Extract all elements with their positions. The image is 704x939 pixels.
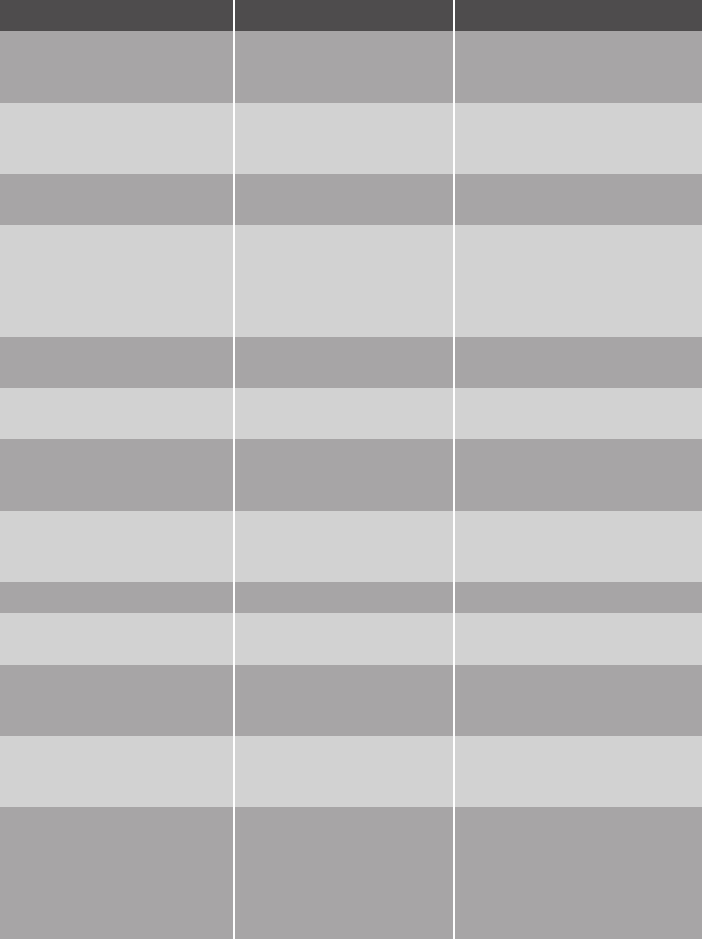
table-row: [0, 613, 702, 665]
table-cell: [235, 337, 453, 388]
table-cell: [0, 613, 233, 665]
table-cell: [0, 337, 233, 388]
table-cell: [0, 31, 233, 103]
table-cell: [235, 388, 453, 439]
table-cell: [0, 582, 233, 613]
table-cell: [455, 582, 702, 613]
header-cell: [455, 0, 702, 31]
table-cell: [235, 665, 453, 736]
table-cell: [0, 225, 233, 337]
table-row: [0, 103, 702, 174]
table-cell: [235, 174, 453, 225]
table-cell: [235, 582, 453, 613]
table-cell: [0, 388, 233, 439]
table-row: [0, 439, 702, 511]
table-cell: [235, 807, 453, 939]
table-cell: [455, 388, 702, 439]
table-row: [0, 174, 702, 225]
table-cell: [235, 225, 453, 337]
table-cell: [455, 807, 702, 939]
table-row: [0, 225, 702, 337]
table-cell: [455, 665, 702, 736]
header-cell: [235, 0, 453, 31]
table-row: [0, 807, 702, 939]
table-cell: [235, 613, 453, 665]
table-cell: [235, 103, 453, 174]
table-row: [0, 337, 702, 388]
table-cell: [235, 439, 453, 511]
table-cell: [455, 225, 702, 337]
table-row: [0, 511, 702, 582]
table-row: [0, 665, 702, 736]
table-cell: [0, 807, 233, 939]
table-cell: [235, 511, 453, 582]
table-cell: [455, 439, 702, 511]
table-cell: [0, 174, 233, 225]
table-cell: [455, 103, 702, 174]
table-cell: [455, 174, 702, 225]
table-cell: [455, 736, 702, 807]
table-cell: [455, 511, 702, 582]
table-row: [0, 582, 702, 613]
table-cell: [235, 736, 453, 807]
table-cell: [0, 439, 233, 511]
table-row: [0, 31, 702, 103]
table-cell: [0, 511, 233, 582]
table-row: [0, 388, 702, 439]
table-cell: [0, 103, 233, 174]
table-cell: [455, 31, 702, 103]
header-cell: [0, 0, 233, 31]
table-cell: [0, 736, 233, 807]
table-cell: [235, 31, 453, 103]
table-cell: [455, 337, 702, 388]
header-row: [0, 0, 702, 31]
table-cell: [0, 665, 233, 736]
table-row: [0, 736, 702, 807]
table-cell: [455, 613, 702, 665]
